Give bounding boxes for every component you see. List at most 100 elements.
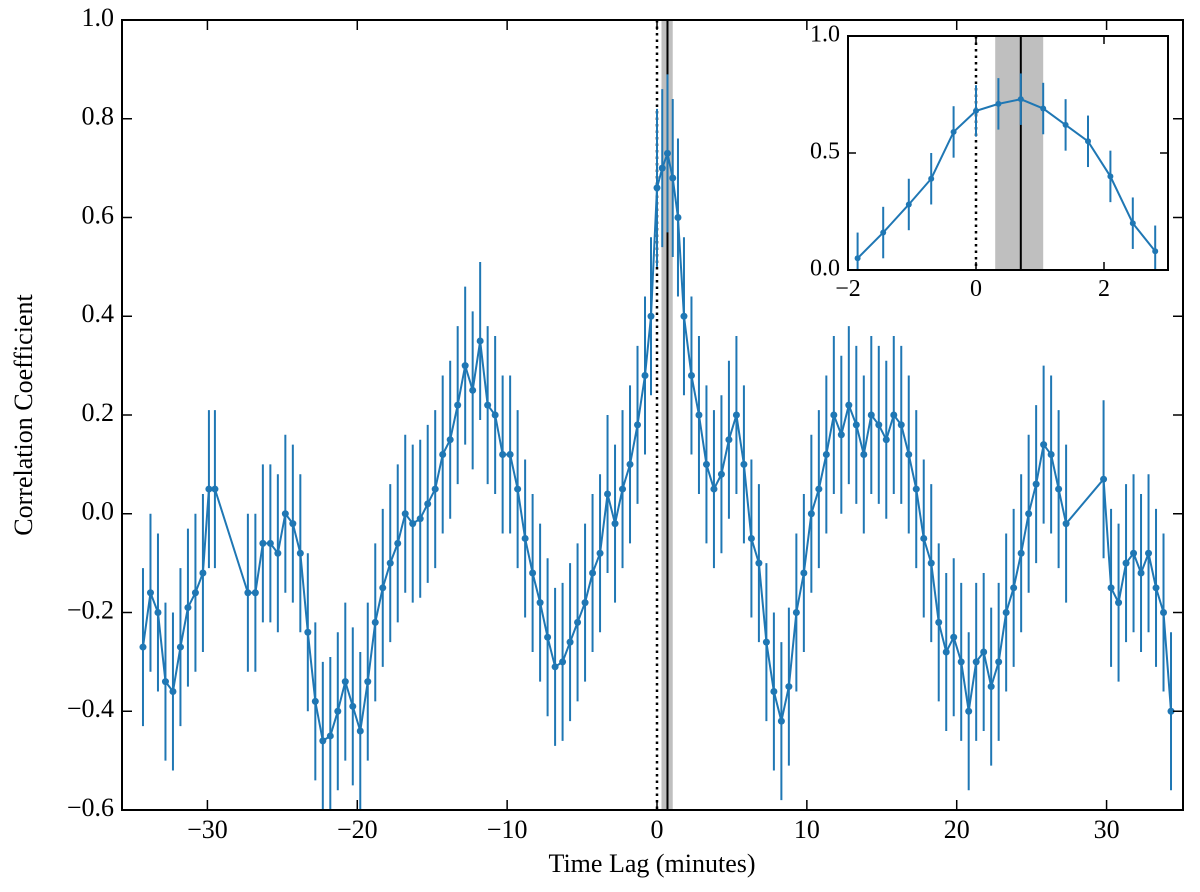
data-point [611,520,619,528]
data-point [169,688,177,695]
data-point [710,485,718,493]
data-point [289,520,297,528]
y-tick-label: 0.2 [82,398,115,427]
y-tick-label: −0.2 [67,595,114,624]
data-point [641,372,649,379]
data-point [800,569,808,577]
data-point [191,589,199,597]
y-tick-label: 0.8 [82,102,115,131]
data-point [251,589,259,597]
data-point [574,618,582,626]
data-point [687,372,695,379]
data-point [281,510,289,518]
data-point [439,451,447,458]
data-point [311,697,319,705]
data-point [854,255,861,262]
data-point [491,411,499,419]
x-tick-label: 0 [970,276,982,302]
data-point [1122,559,1130,567]
data-point [965,707,973,715]
data-point [815,485,823,493]
data-point [551,663,559,671]
data-point [647,312,655,320]
data-point [211,485,219,493]
data-point [619,485,627,493]
x-tick-label: −20 [337,815,378,844]
data-point [950,128,957,135]
data-point [461,362,469,370]
data-point [199,569,207,577]
x-tick-label: −2 [835,276,861,302]
data-point [942,648,950,656]
data-point [484,401,492,409]
data-point [371,618,379,626]
data-point [1085,138,1091,145]
data-point [905,201,912,208]
data-point [695,411,703,419]
data-point [139,643,147,651]
data-point [559,658,567,666]
data-point [785,683,793,691]
data-point [935,618,943,626]
x-tick-label: −30 [187,815,228,844]
data-point [740,460,748,468]
data-point [747,534,755,542]
data-point [995,658,1003,666]
data-point [1130,549,1138,557]
data-point [161,678,169,686]
data-point [845,401,853,409]
x-tick-label: −10 [487,815,528,844]
data-point [927,559,935,567]
data-point [176,643,184,651]
data-point [905,451,913,458]
data-point [1047,451,1055,458]
data-point [867,411,875,419]
data-point [154,609,162,616]
data-point [364,678,372,686]
x-tick-label: 30 [1094,815,1120,844]
plot-content [854,36,1159,270]
data-point [1167,707,1175,715]
data-point [529,569,537,577]
data-point [386,559,394,567]
data-point [890,411,898,419]
data-point [184,604,192,612]
data-point [446,436,454,444]
data-point [469,386,477,394]
data-point [950,633,958,641]
data-point [146,589,154,597]
data-point [717,470,725,478]
data-point [536,599,544,607]
data-point [680,312,688,320]
data-point [875,421,883,429]
data-point [807,510,815,518]
data-point [319,737,327,745]
data-point [1040,105,1047,112]
data-point [1129,220,1136,227]
data-point [972,658,980,666]
data-point [1055,485,1063,493]
data-point [1062,121,1069,128]
data-point [1115,599,1123,607]
data-point [897,421,905,429]
plot-content [139,20,1175,810]
x-tick-label: 2 [1098,276,1110,302]
data-point [852,421,860,429]
y-axis-label: Correlation Coefficient [9,294,38,536]
data-point [1040,441,1048,449]
data-point [341,678,349,686]
y-tick-label: −0.4 [67,694,114,723]
data-point [702,460,710,468]
data-point [274,549,282,557]
y-tick-label: 0.6 [82,200,115,229]
data-point [674,214,682,221]
series-line [856,98,1156,260]
data-point [658,164,666,172]
data-point [349,702,357,710]
data-point [1107,173,1114,180]
data-point [326,732,334,740]
data-point [1002,609,1010,616]
data-point [1025,510,1033,518]
data-point [1107,584,1115,592]
data-point [304,628,312,636]
